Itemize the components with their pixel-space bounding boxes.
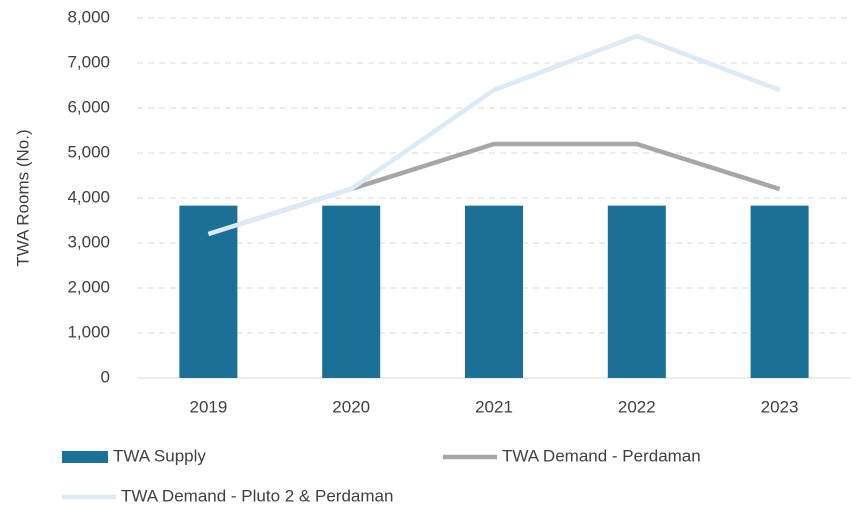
x-tick-label: 2022 bbox=[618, 397, 656, 416]
y-tick-label: 4,000 bbox=[67, 187, 110, 206]
bar bbox=[750, 205, 809, 378]
x-tick-label: 2019 bbox=[189, 397, 227, 416]
y-tick-label: 0 bbox=[101, 367, 110, 386]
legend-label: TWA Demand - Perdaman bbox=[502, 446, 701, 465]
bar bbox=[179, 205, 238, 378]
legend-label: TWA Supply bbox=[113, 446, 206, 465]
bar bbox=[322, 205, 381, 378]
y-tick-label: 3,000 bbox=[67, 232, 110, 251]
x-tick-label: 2021 bbox=[475, 397, 513, 416]
y-tick-label: 2,000 bbox=[67, 277, 110, 296]
legend-label: TWA Demand - Pluto 2 & Perdaman bbox=[121, 486, 393, 505]
y-tick-label: 8,000 bbox=[67, 7, 110, 26]
x-tick-label: 2020 bbox=[332, 397, 370, 416]
y-axis-label: TWA Rooms (No.) bbox=[13, 129, 32, 266]
y-tick-label: 7,000 bbox=[67, 52, 110, 71]
bar bbox=[607, 205, 666, 378]
x-tick-label: 2023 bbox=[761, 397, 799, 416]
y-tick-label: 6,000 bbox=[67, 97, 110, 116]
y-tick-label: 1,000 bbox=[67, 322, 110, 341]
legend-swatch bbox=[62, 451, 108, 463]
y-tick-label: 5,000 bbox=[67, 142, 110, 161]
line bbox=[207, 33, 781, 237]
bar bbox=[465, 205, 523, 378]
